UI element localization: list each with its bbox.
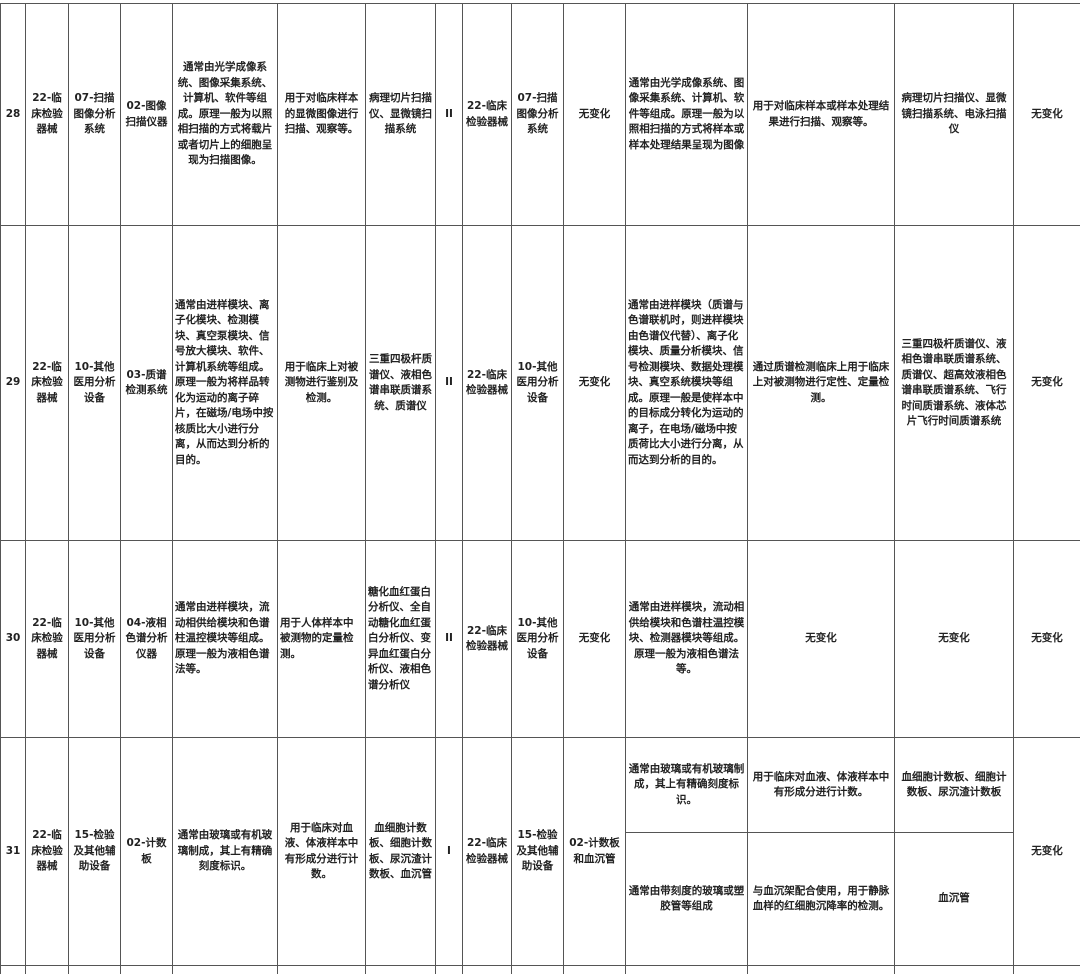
row-number-cell: 28 bbox=[1, 4, 26, 226]
new-product-description-cell: 通常由进样模块（质谱与色谱联机时，则进样模块由色谱仪代替）、离子化模块、质量分析… bbox=[626, 226, 748, 541]
new-category-cell: 22-临床检验器械 bbox=[463, 738, 512, 966]
intended-use-cell: 用于人体样本中被测物的定量检测。 bbox=[278, 541, 366, 738]
remarks-cell: 无变化 bbox=[1014, 4, 1080, 226]
category-cell: 22-临床检验器械 bbox=[26, 4, 69, 226]
new-second-level-product-cell: 无变化 bbox=[564, 226, 626, 541]
intended-use-cell: 用于临床对血液、体液样本中有形成分进行计数。 bbox=[278, 738, 366, 966]
new-first-level-product-cell: 10-其他医用分析设备 bbox=[512, 226, 564, 541]
remarks-cell: 无变化 bbox=[1014, 226, 1080, 541]
row-number-cell: 30 bbox=[1, 541, 26, 738]
new-intended-use-cell: 与血沉架配合使用，用于静脉血样的红细胞沉降率的检测。 bbox=[748, 833, 895, 966]
new-second-level-product-cell: 02-计数板和血沉管 bbox=[564, 738, 626, 966]
product-description-cell: 通常由进样模块、离子化模块、检测模块、真空泵模块、信号放大模块、软件、计算机系统… bbox=[173, 226, 278, 541]
new-intended-use-cell: 用于对临床样本或样本处理结果进行扫描、观察等。 bbox=[748, 4, 895, 226]
intended-use-cell: 用于临床上对被测物进行鉴别及检测。 bbox=[278, 226, 366, 541]
new-product-examples-cell: 无变化 bbox=[895, 541, 1014, 738]
second-level-product-cell: 03-质谱检测系统 bbox=[121, 226, 173, 541]
first-level-product-cell: 07-扫描图像分析系统 bbox=[69, 4, 121, 226]
first-level-product-cell: 10-其他医用分析设备 bbox=[69, 541, 121, 738]
first-level-product-cell: 10-其他医用分析设备 bbox=[69, 226, 121, 541]
new-intended-use-cell: 无变化 bbox=[748, 541, 895, 738]
new-second-level-product-cell: 无变化 bbox=[564, 4, 626, 226]
new-first-level-product-cell: 10-其他医用分析设备 bbox=[512, 541, 564, 738]
new-second-level-product-cell: 无变化 bbox=[564, 541, 626, 738]
new-product-examples-cell: 三重四极杆质谱仪、液相色谱串联质谱系统、质谱仪、超高效液相色谱串联质谱系统、飞行… bbox=[895, 226, 1014, 541]
category-cell: 22-临床检验器械 bbox=[26, 738, 69, 966]
second-level-product-cell: 04-液相色谱分析仪器 bbox=[121, 541, 173, 738]
new-first-level-product-cell: 15-检验及其他辅助设备 bbox=[512, 738, 564, 966]
management-class-cell: I bbox=[436, 738, 463, 966]
new-category-cell: 22-临床检验器械 bbox=[463, 541, 512, 738]
product-examples-cell: 血细胞计数板、细胞计数板、尿沉渣计数板、血沉管 bbox=[366, 738, 436, 966]
new-category-cell: 22-临床检验器械 bbox=[463, 226, 512, 541]
management-class-cell: II bbox=[436, 4, 463, 226]
new-intended-use-cell: 用于临床对血液、体液样本中有形成分进行计数。 bbox=[748, 738, 895, 833]
category-cell: 22-临床检验器械 bbox=[26, 226, 69, 541]
new-product-description-cell: 通常由进样模块，流动相供给模块和色谱柱温控模块、检测器模块等组成。原理一般为液相… bbox=[626, 541, 748, 738]
product-examples-cell: 糖化血红蛋白分析仪、全自动糖化血红蛋白分析仪、变异血红蛋白分析仪、液相色谱分析仪 bbox=[366, 541, 436, 738]
new-category-cell: 22-临床检验器械 bbox=[463, 4, 512, 226]
product-examples-cell: 三重四极杆质谱仪、液相色谱串联质谱系统、质谱仪 bbox=[366, 226, 436, 541]
new-product-examples-cell: 病理切片扫描仪、显微镜扫描系统、电泳扫描仪 bbox=[895, 4, 1014, 226]
new-intended-use-cell: 通过质谱检测临床上用于临床上对被测物进行定性、定量检测。 bbox=[748, 226, 895, 541]
intended-use-cell: 用于对临床样本的显微图像进行扫描、观察等。 bbox=[278, 4, 366, 226]
product-description-cell: 通常由光学成像系统、图像采集系统、计算机、软件等组成。原理一般为以照相扫描的方式… bbox=[173, 4, 278, 226]
new-product-description-cell: 通常由玻璃或有机玻璃制成，其上有精确刻度标识。 bbox=[626, 738, 748, 833]
new-product-description-cell: 通常由带刻度的玻璃或塑胶管等组成 bbox=[626, 833, 748, 966]
product-examples-cell: 病理切片扫描仪、显微镜扫描系统 bbox=[366, 4, 436, 226]
remarks-cell: 无变化 bbox=[1014, 541, 1080, 738]
new-product-description-cell: 通常由光学成像系统、图像采集系统、计算机、软件等组成。原理一般为以照相扫描的方式… bbox=[626, 4, 748, 226]
management-class-cell: II bbox=[436, 541, 463, 738]
row-number-cell: 29 bbox=[1, 226, 26, 541]
product-description-cell: 通常由进样模块，流动相供给模块和色谱柱温控模块等组成。原理一般为液相色谱法等。 bbox=[173, 541, 278, 738]
new-first-level-product-cell: 07-扫描图像分析系统 bbox=[512, 4, 564, 226]
first-level-product-cell: 15-检验及其他辅助设备 bbox=[69, 738, 121, 966]
row-number-cell: 31 bbox=[1, 738, 26, 966]
remarks-cell: 无变化 bbox=[1014, 738, 1080, 966]
product-description-cell: 通常由玻璃或有机玻璃制成，其上有精确刻度标识。 bbox=[173, 738, 278, 966]
new-product-examples-cell: 血细胞计数板、细胞计数板、尿沉渣计数板 bbox=[895, 738, 1014, 833]
second-level-product-cell: 02-计数板 bbox=[121, 738, 173, 966]
management-class-cell: II bbox=[436, 226, 463, 541]
new-product-examples-cell: 血沉管 bbox=[895, 833, 1014, 966]
second-level-product-cell: 02-图像扫描仪器 bbox=[121, 4, 173, 226]
category-cell: 22-临床检验器械 bbox=[26, 541, 69, 738]
